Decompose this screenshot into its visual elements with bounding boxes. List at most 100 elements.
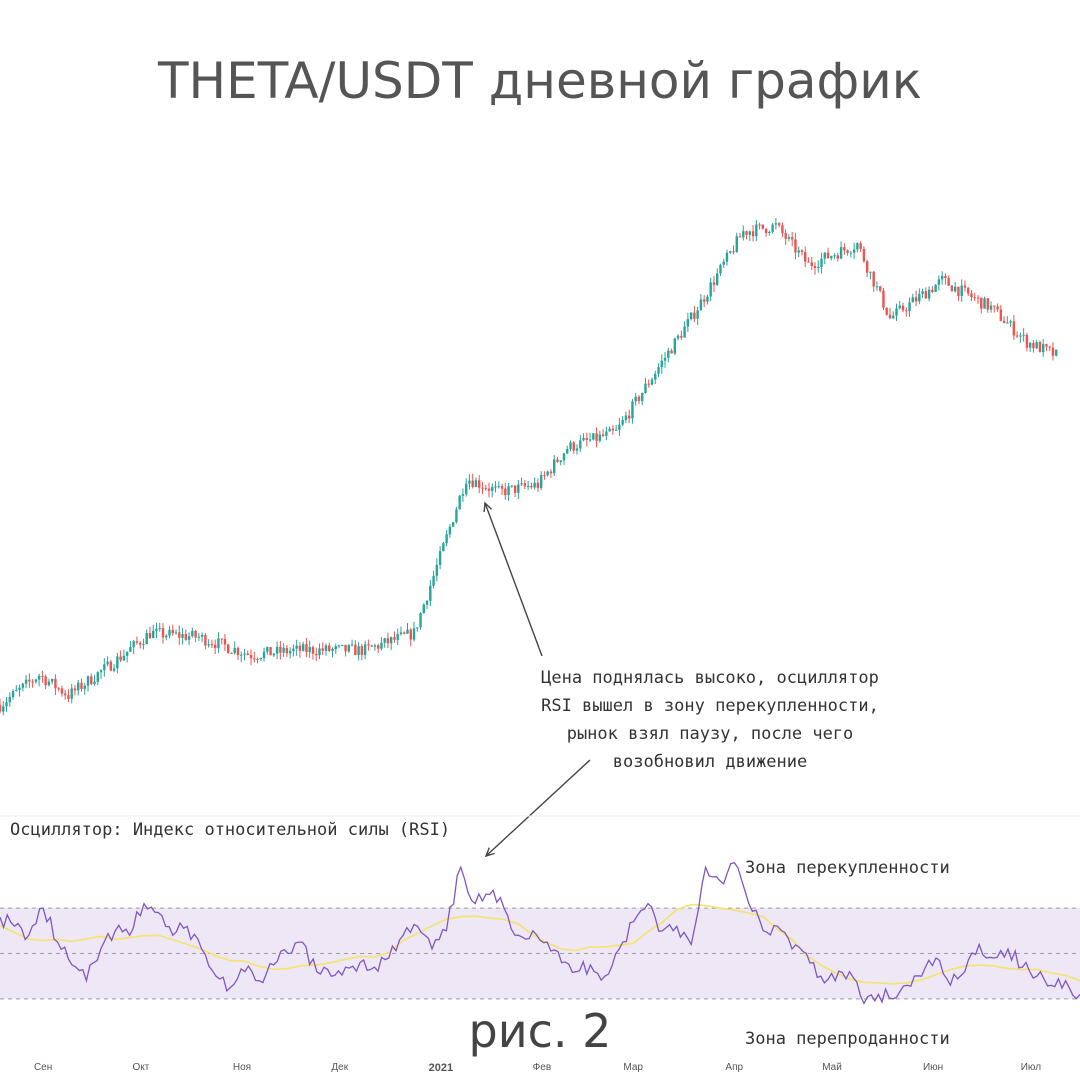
candle-body [422, 604, 425, 614]
candle-body [549, 471, 553, 474]
candle-body [872, 271, 875, 287]
candle-body [171, 629, 174, 634]
candle-body [536, 482, 540, 488]
x-axis-tick-9: Июн [922, 1062, 944, 1073]
candle-body [194, 630, 197, 638]
candle-body [285, 647, 289, 654]
candle-body [885, 307, 888, 315]
candle-body [478, 480, 481, 488]
candle-body [1025, 334, 1029, 348]
candle-body [696, 310, 699, 319]
candle-body [693, 312, 696, 319]
candle-body [520, 483, 523, 485]
candle-body [764, 228, 768, 234]
candle-body [44, 676, 47, 686]
candle-body [888, 314, 892, 319]
candle-body [530, 486, 533, 488]
candle-body [810, 262, 813, 266]
candle-body [230, 653, 233, 655]
candle-body [458, 495, 461, 510]
candle-body [367, 644, 370, 646]
candle-body [804, 252, 807, 262]
candle-body [373, 645, 377, 647]
candle-body [1045, 344, 1048, 347]
candle-body [905, 310, 908, 312]
candle-body [676, 335, 680, 339]
annotation-arrow-price-head [483, 501, 492, 513]
candle-body [562, 453, 566, 461]
candle-body [517, 484, 520, 493]
candle-body [843, 247, 846, 251]
candle-body [800, 250, 804, 253]
candle-body [986, 298, 989, 310]
annotation-arrow-rsi-head [484, 847, 495, 858]
candle-body [667, 350, 670, 358]
candle-body [354, 644, 357, 656]
candle-body [181, 634, 184, 638]
candle-body [944, 275, 947, 279]
candle-body [601, 434, 605, 436]
candle-body [852, 249, 856, 253]
candle-body [953, 286, 957, 292]
candle-body [996, 306, 999, 310]
candle-body [487, 488, 491, 491]
candle-body [99, 670, 103, 673]
candle-body [363, 644, 367, 655]
candle-body [830, 256, 833, 259]
annotation-line-2: RSI вышел в зону перекупленности, [541, 696, 879, 716]
candle-body [213, 644, 217, 649]
candle-body [116, 656, 119, 669]
candle-body [70, 688, 73, 699]
candle-body [350, 644, 354, 646]
candle-body [461, 494, 465, 496]
candle-body [722, 261, 725, 265]
candle-body [396, 634, 399, 640]
candle-body [471, 480, 474, 488]
candle-body [497, 486, 500, 488]
candle-body [474, 480, 478, 488]
candle-body [533, 482, 536, 488]
candle-body [934, 284, 937, 292]
candle-body [680, 335, 683, 338]
candle-body [758, 224, 761, 226]
candle-body [5, 702, 8, 707]
candle-body [451, 522, 455, 527]
candle-body [950, 285, 954, 292]
candle-body [523, 483, 527, 487]
candle-body [125, 651, 129, 656]
candle-body [559, 460, 562, 462]
candle-body [256, 658, 259, 660]
candle-body [344, 644, 347, 652]
candle-body [598, 434, 602, 441]
candle-body [54, 678, 57, 689]
candle-body [1028, 342, 1032, 348]
candle-body [706, 296, 709, 302]
candle-body [370, 645, 373, 647]
candle-body [663, 357, 667, 361]
candle-body [494, 486, 497, 488]
candle-body [155, 628, 158, 631]
candle-body [484, 488, 487, 490]
candle-body [419, 613, 422, 628]
candle-body [1048, 346, 1051, 348]
candle-body [719, 264, 722, 274]
candle-body [592, 433, 595, 440]
candle-body [178, 632, 181, 638]
rsi-moving-average-line [0, 903, 1080, 985]
candle-body [605, 431, 608, 436]
candle-body [960, 285, 963, 296]
candle-body [279, 646, 282, 653]
candle-body [50, 678, 54, 682]
candle-body [787, 237, 791, 239]
candle-body [556, 459, 559, 462]
candle-body [337, 645, 341, 647]
candle-body [96, 672, 99, 682]
candle-body [813, 265, 817, 269]
candle-body [220, 638, 223, 640]
candle-body [500, 486, 504, 489]
candle-body [895, 308, 898, 316]
candle-body [712, 282, 716, 285]
candle-body [738, 236, 742, 238]
candle-body [716, 273, 719, 285]
candle-body [93, 681, 96, 685]
